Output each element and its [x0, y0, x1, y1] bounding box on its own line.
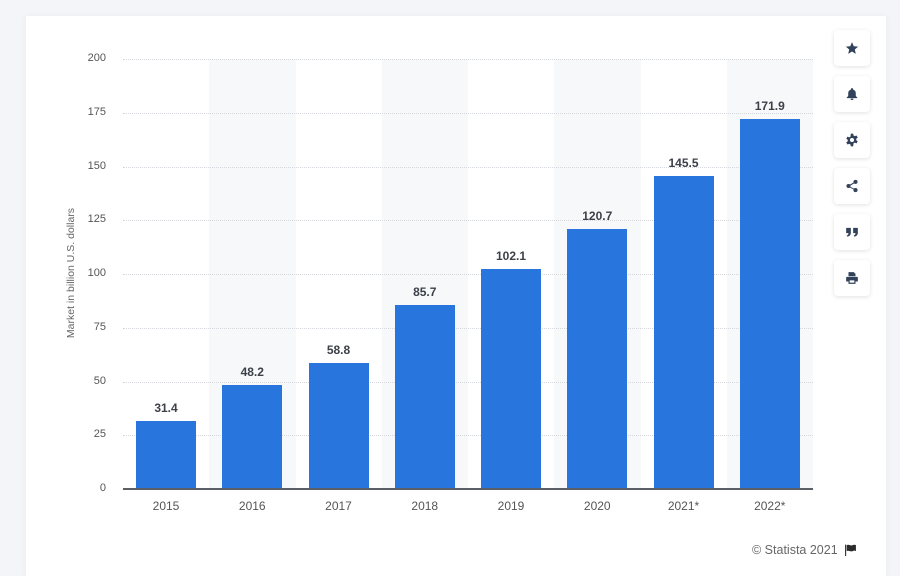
y-tick-label: 125 [87, 213, 106, 226]
print-icon [846, 272, 858, 284]
star-icon [845, 42, 859, 54]
gridline [123, 166, 813, 168]
x-tick-label: 2017 [325, 499, 352, 513]
y-tick-label: 0 [99, 482, 106, 494]
quote-icon [846, 227, 858, 237]
bar-value-label: 31.4 [154, 401, 178, 416]
bell-icon [846, 88, 858, 101]
credit-text: © Statista 2021 [752, 543, 838, 557]
bar [136, 421, 197, 489]
flag-icon [844, 544, 856, 556]
gridline [123, 381, 813, 383]
bar-value-label: 85.7 [413, 284, 437, 299]
x-tick-label: 2019 [497, 499, 525, 513]
bar [739, 119, 800, 489]
gridline [123, 327, 813, 329]
x-tick-label: 2016 [238, 499, 266, 513]
x-tick-label: 2021* [667, 499, 700, 513]
bar [653, 176, 714, 489]
bar-value-label: 120.7 [582, 209, 613, 224]
x-tick-label: 2018 [411, 499, 439, 513]
gridline [123, 59, 813, 60]
source-credit[interactable]: © Statista 2021 [752, 543, 857, 557]
y-tick-label: 150 [87, 159, 106, 172]
x-tick-label: 2022* [754, 499, 786, 513]
share-icon [846, 179, 858, 193]
gear-icon [846, 133, 858, 147]
bar-value-label: 102.1 [495, 249, 527, 264]
bar [567, 229, 628, 489]
notification-button[interactable] [834, 76, 870, 112]
bar-value-label: 145.5 [668, 156, 699, 171]
favorite-button[interactable] [834, 30, 870, 66]
x-axis-line [123, 488, 813, 490]
x-tick-label: 2015 [152, 499, 180, 513]
citation-button[interactable] [834, 214, 870, 250]
y-tick-label: 200 [87, 52, 106, 64]
y-tick-label: 25 [93, 428, 106, 441]
x-tick-label: 2020 [583, 499, 611, 513]
gridline [123, 274, 813, 275]
y-tick-label: 50 [93, 374, 106, 387]
print-button[interactable] [834, 260, 870, 296]
gridline [123, 220, 813, 222]
bar [394, 304, 455, 489]
bar-value-label: 58.8 [326, 342, 351, 357]
share-button[interactable] [834, 168, 870, 204]
bar-value-label: 48.2 [240, 365, 264, 380]
y-tick-label: 175 [87, 105, 106, 118]
bar-value-label: 171.9 [754, 99, 785, 114]
gridline [123, 435, 813, 437]
y-tick-label: 75 [93, 320, 106, 333]
settings-button[interactable] [834, 122, 870, 158]
y-tick-label: 100 [87, 267, 106, 279]
bar [481, 269, 542, 489]
chart-toolbar [834, 30, 870, 306]
bar [222, 385, 283, 489]
bar [308, 362, 369, 489]
gridline [123, 112, 813, 114]
